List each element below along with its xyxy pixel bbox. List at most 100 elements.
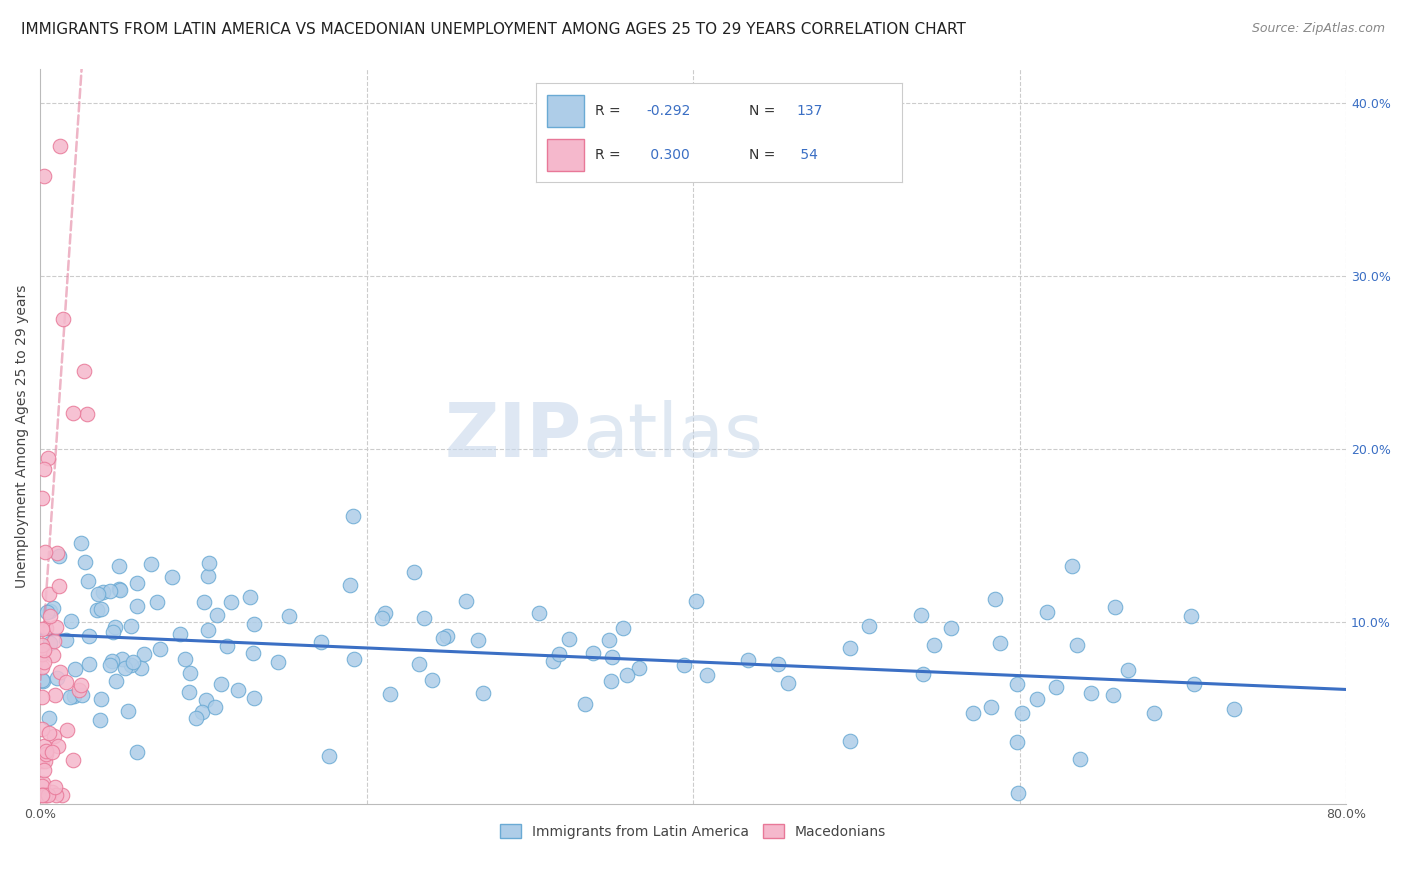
Point bbox=[45, 619, 67, 633]
Point bbox=[1011, 706, 1033, 720]
Point bbox=[471, 686, 494, 700]
Point bbox=[31, 491, 53, 506]
Y-axis label: Unemployment Among Ages 25 to 29 years: Unemployment Among Ages 25 to 29 years bbox=[15, 285, 30, 588]
Text: ZIP: ZIP bbox=[444, 400, 582, 473]
Point bbox=[598, 632, 620, 647]
Point bbox=[34, 754, 56, 768]
Point bbox=[776, 676, 799, 690]
Point bbox=[962, 706, 984, 721]
Point bbox=[31, 788, 53, 802]
Point bbox=[31, 755, 53, 769]
Point bbox=[184, 711, 207, 725]
Point bbox=[1005, 677, 1028, 691]
Point bbox=[90, 601, 112, 615]
Point bbox=[91, 585, 114, 599]
Point bbox=[48, 549, 70, 563]
Point bbox=[600, 673, 623, 688]
Point bbox=[204, 700, 226, 714]
Point bbox=[34, 763, 56, 777]
Point bbox=[737, 653, 759, 667]
Point bbox=[527, 607, 550, 621]
Point bbox=[32, 739, 55, 753]
Point bbox=[121, 655, 143, 669]
Point bbox=[408, 657, 430, 671]
Point bbox=[197, 568, 219, 582]
Point bbox=[111, 652, 134, 666]
Point bbox=[557, 632, 579, 647]
Point bbox=[35, 788, 58, 802]
Point bbox=[46, 739, 69, 753]
Point bbox=[467, 633, 489, 648]
Point bbox=[177, 685, 200, 699]
Point bbox=[766, 657, 789, 671]
Point bbox=[339, 578, 361, 592]
Point bbox=[41, 785, 63, 799]
Point bbox=[73, 555, 96, 569]
Text: IMMIGRANTS FROM LATIN AMERICA VS MACEDONIAN UNEMPLOYMENT AMONG AGES 25 TO 29 YEA: IMMIGRANTS FROM LATIN AMERICA VS MACEDON… bbox=[21, 22, 966, 37]
Point bbox=[70, 536, 93, 550]
Point bbox=[31, 723, 53, 737]
Point bbox=[67, 682, 90, 697]
Point bbox=[35, 747, 58, 761]
Point bbox=[35, 744, 58, 758]
Point bbox=[371, 610, 394, 624]
Point bbox=[60, 614, 83, 628]
Point bbox=[912, 667, 935, 681]
Point bbox=[31, 638, 53, 652]
Point bbox=[839, 734, 862, 748]
Point bbox=[51, 788, 73, 802]
Point bbox=[38, 711, 60, 725]
Point bbox=[39, 608, 62, 623]
Point bbox=[31, 779, 53, 793]
Point bbox=[1223, 702, 1246, 716]
Point bbox=[318, 749, 340, 764]
Point bbox=[45, 788, 67, 802]
Point bbox=[120, 658, 142, 673]
Point bbox=[243, 691, 266, 706]
Point bbox=[242, 647, 264, 661]
Point bbox=[39, 604, 62, 618]
Point bbox=[31, 647, 53, 661]
Point bbox=[114, 661, 136, 675]
Point bbox=[48, 579, 70, 593]
Point bbox=[548, 647, 571, 661]
Point bbox=[412, 611, 434, 625]
Point bbox=[195, 692, 218, 706]
Point bbox=[62, 753, 84, 767]
Point bbox=[62, 406, 84, 420]
Point bbox=[101, 654, 124, 668]
Point bbox=[616, 667, 638, 681]
Point bbox=[205, 607, 228, 622]
Point bbox=[1060, 558, 1083, 573]
Point bbox=[1080, 686, 1102, 700]
Point bbox=[1104, 600, 1126, 615]
Point bbox=[31, 788, 53, 802]
Point bbox=[1182, 676, 1205, 690]
Point bbox=[63, 690, 86, 704]
Point bbox=[420, 673, 443, 688]
Point bbox=[149, 641, 172, 656]
Point bbox=[55, 632, 77, 647]
Point bbox=[37, 605, 59, 619]
Point bbox=[73, 364, 96, 378]
Point bbox=[107, 582, 129, 597]
Point bbox=[32, 642, 55, 657]
Point bbox=[179, 665, 201, 680]
Point bbox=[117, 704, 139, 718]
Point bbox=[922, 638, 945, 652]
Point bbox=[101, 625, 124, 640]
Point bbox=[1007, 735, 1029, 749]
Point bbox=[858, 619, 880, 633]
Point bbox=[980, 699, 1002, 714]
Point bbox=[45, 545, 67, 559]
Point bbox=[52, 312, 75, 326]
Point bbox=[1143, 706, 1166, 721]
Point bbox=[198, 556, 221, 570]
Point bbox=[31, 690, 53, 705]
Point bbox=[374, 606, 396, 620]
Point bbox=[44, 688, 66, 702]
Point bbox=[42, 634, 65, 648]
Point bbox=[209, 677, 232, 691]
Text: atlas: atlas bbox=[582, 400, 763, 473]
Point bbox=[104, 620, 127, 634]
